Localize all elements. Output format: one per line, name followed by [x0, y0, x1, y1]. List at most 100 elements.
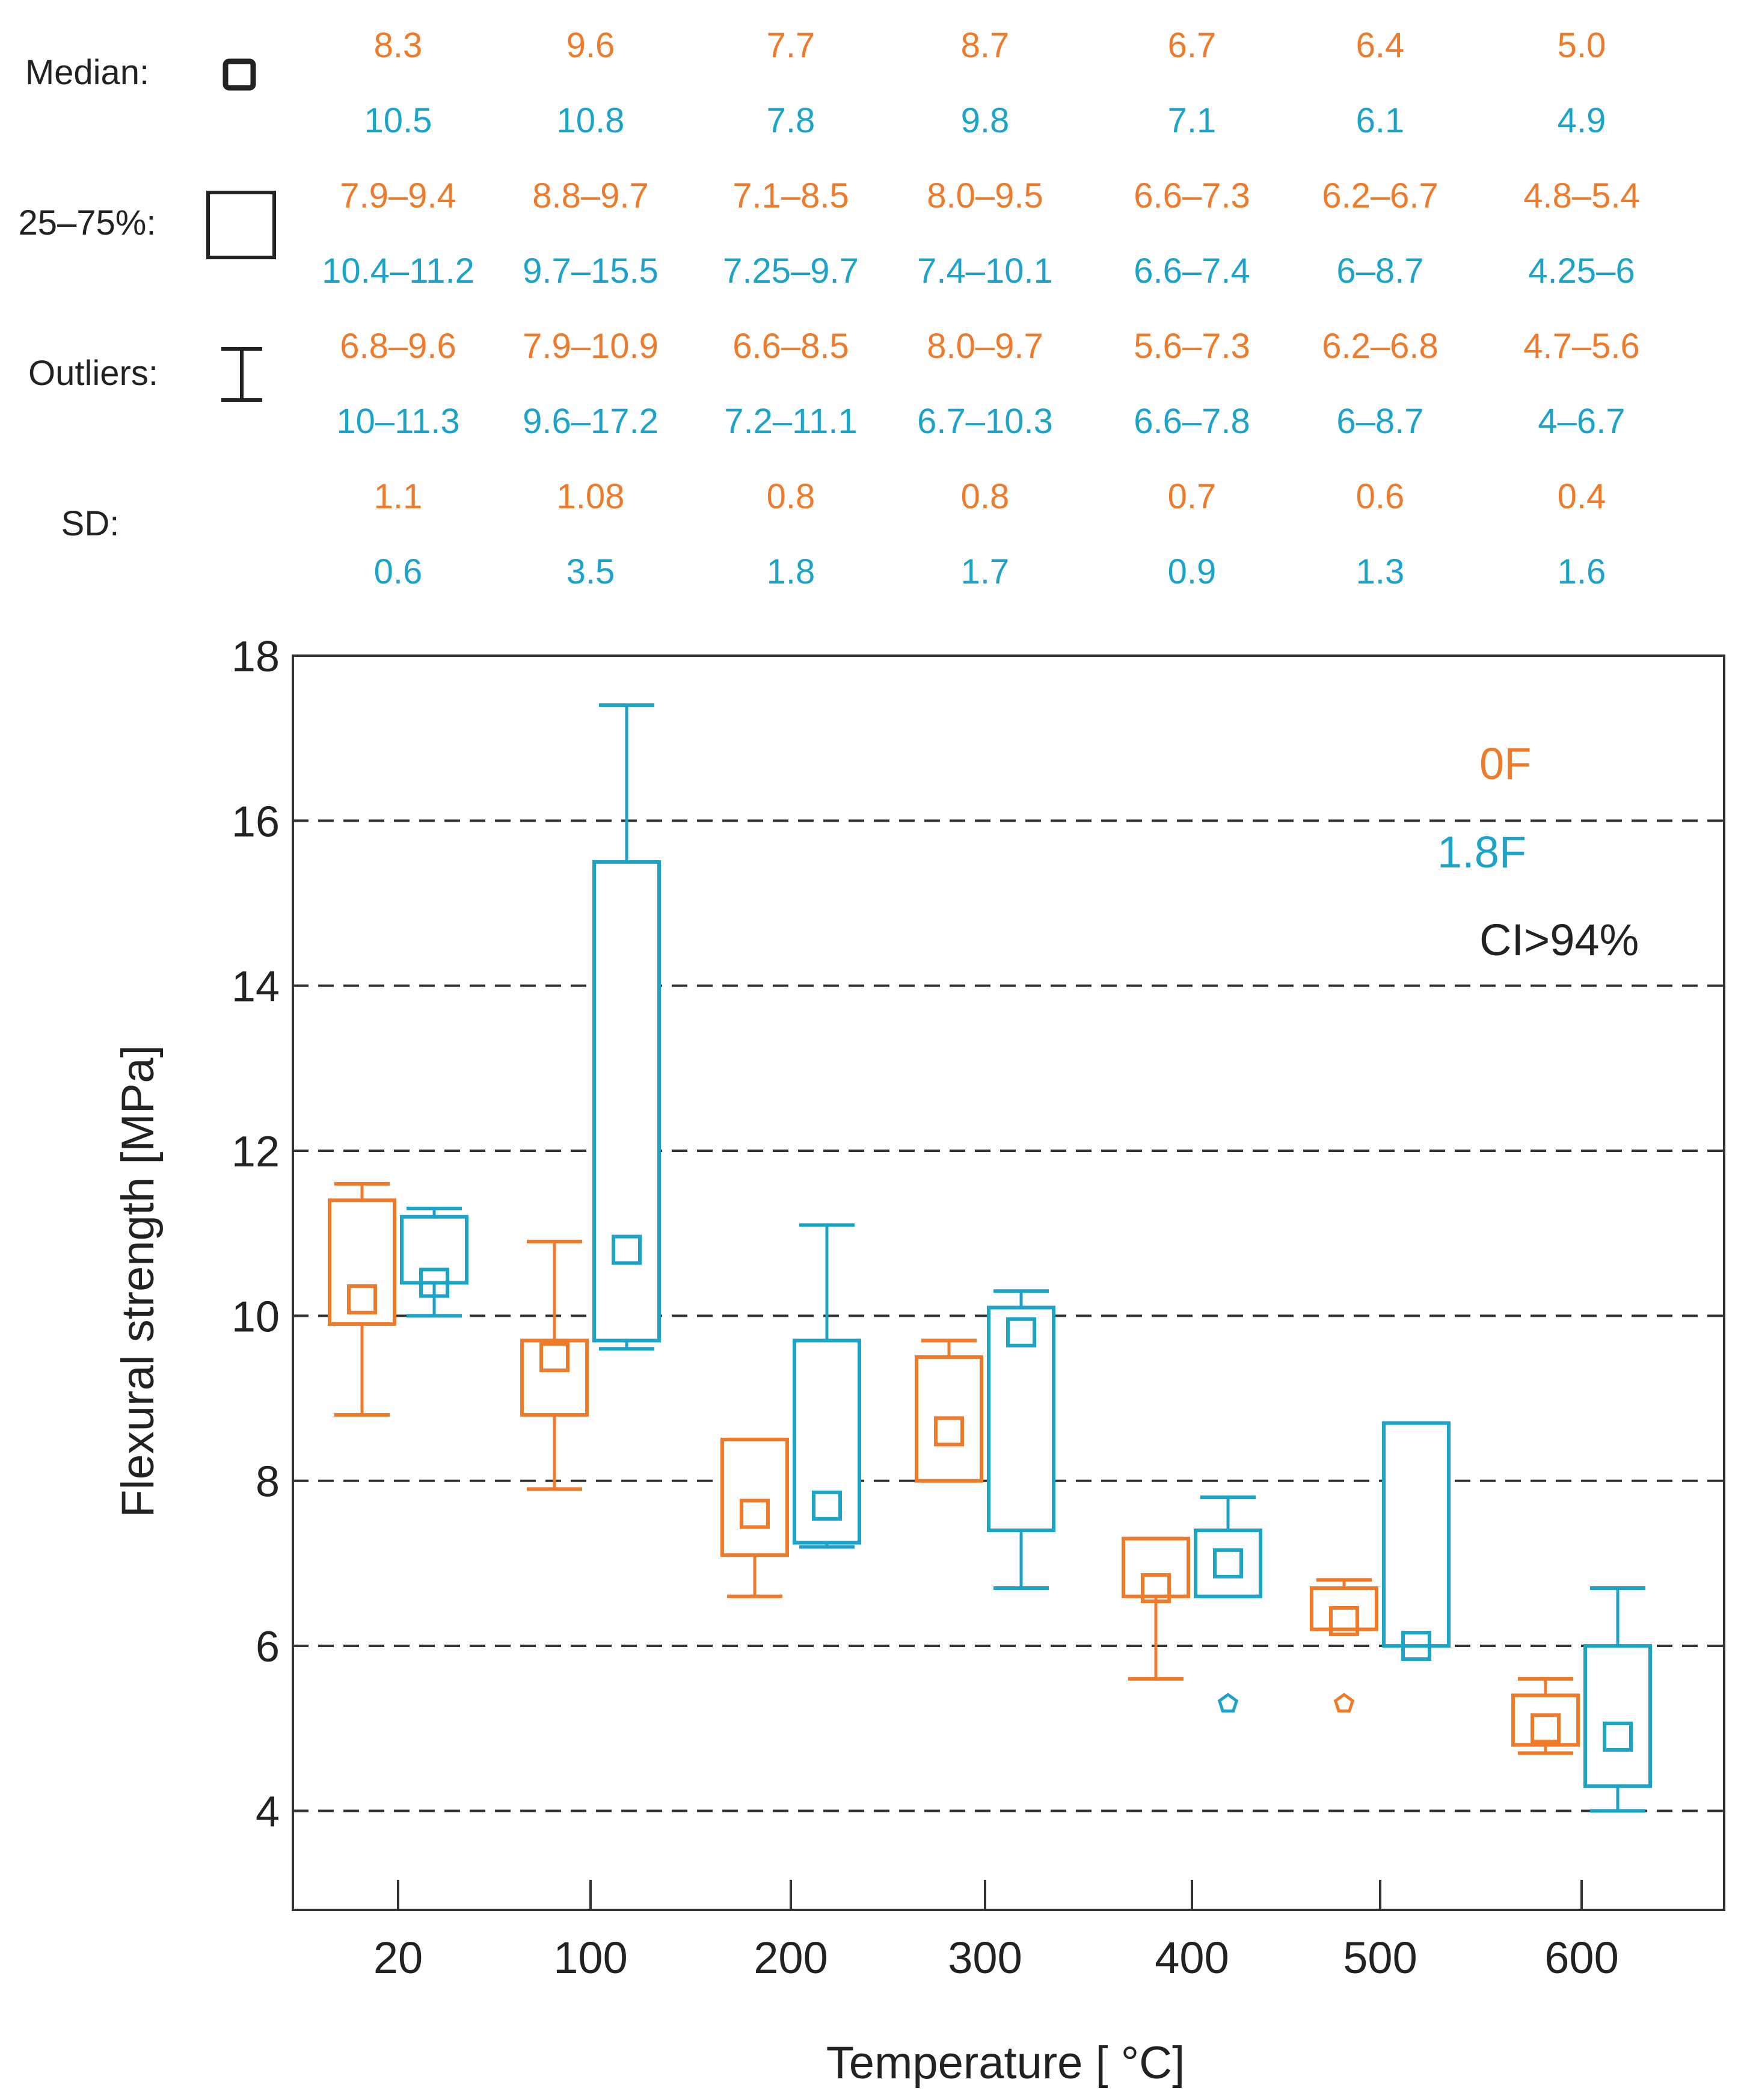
stat-iqr-1-8f-300: 7.4–10.1: [917, 251, 1053, 291]
median-marker-1-8f-600: [1603, 1721, 1633, 1752]
stat-iqr-0f-400: 6.6–7.3: [1134, 176, 1250, 215]
iqr-box-1-8f-100: [592, 860, 661, 1343]
y-tick-label-16: 16: [232, 798, 280, 846]
stat-median-1-8f-300: 9.8: [961, 101, 1010, 140]
x-tick-label-300: 300: [948, 1933, 1022, 1983]
stat-median-0f-100: 9.6: [567, 26, 615, 65]
legend-1-8f: 1.8F: [1437, 827, 1526, 877]
x-tick-label-500: 500: [1343, 1933, 1417, 1983]
stat-sd-0f-20: 1.1: [374, 477, 423, 516]
row-label-iqr: 25–75%:: [19, 203, 156, 242]
iqr-box-0f-200: [720, 1438, 789, 1557]
stat-median-0f-500: 6.4: [1356, 26, 1405, 65]
stat-median-1-8f-500: 6.1: [1356, 101, 1405, 140]
stat-outliers-1-8f-600: 4–6.7: [1538, 402, 1625, 441]
box-1-8f-600: [1583, 1586, 1652, 1813]
stat-sd-1-8f-300: 1.7: [961, 552, 1010, 591]
legend-ci-note: CI>94%: [1479, 915, 1639, 965]
stat-iqr-0f-500: 6.2–6.7: [1322, 176, 1439, 215]
stat-median-1-8f-200: 7.8: [767, 101, 815, 140]
stat-median-0f-200: 7.7: [767, 26, 815, 65]
y-tick-label-14: 14: [232, 963, 280, 1011]
stat-median-0f-600: 5.0: [1558, 26, 1606, 65]
iqr-box-1-8f-500: [1382, 1421, 1451, 1648]
iqr-box-0f-600: [1511, 1693, 1580, 1747]
stat-iqr-0f-300: 8.0–9.5: [927, 176, 1043, 215]
y-tick-label-4: 4: [256, 1788, 280, 1836]
box-0f-300: [915, 1338, 983, 1483]
box-1-8f-400: [1194, 1495, 1262, 1713]
stat-median-1-8f-600: 4.9: [1558, 101, 1606, 140]
stat-sd-1-8f-500: 1.3: [1356, 552, 1405, 591]
stat-outliers-1-8f-200: 7.2–11.1: [724, 402, 857, 441]
stat-outliers-0f-600: 4.7–5.6: [1523, 327, 1640, 366]
box-0f-500: [1310, 1578, 1378, 1713]
median-marker-1-8f-500: [1401, 1631, 1431, 1661]
row-label-median: Median:: [25, 53, 149, 92]
x-tick-label-20: 20: [373, 1933, 423, 1983]
stat-iqr-0f-200: 7.1–8.5: [732, 176, 849, 215]
stat-median-0f-400: 6.7: [1168, 26, 1217, 65]
stat-outliers-0f-200: 6.6–8.5: [732, 327, 849, 366]
stat-median-0f-300: 8.7: [961, 26, 1010, 65]
stat-iqr-0f-100: 8.8–9.7: [532, 176, 649, 215]
stat-median-0f-20: 8.3: [374, 26, 423, 65]
outlier-1-8f-400-0: [1217, 1693, 1239, 1713]
median-marker-1-8f-400: [1213, 1548, 1243, 1578]
box-1-8f-300: [987, 1289, 1055, 1590]
median-marker-0f-20: [347, 1284, 377, 1314]
box-0f-20: [328, 1181, 396, 1417]
stat-outliers-0f-300: 8.0–9.7: [927, 327, 1043, 366]
median-marker-1-8f-300: [1006, 1317, 1036, 1347]
median-marker-0f-500: [1329, 1606, 1359, 1636]
iqr-box-0f-500: [1310, 1586, 1378, 1631]
median-marker-1-8f-20: [419, 1267, 449, 1298]
y-tick-label-6: 6: [256, 1623, 280, 1671]
row-label-outliers: Outliers:: [28, 354, 158, 393]
stat-iqr-1-8f-100: 9.7–15.5: [523, 251, 659, 291]
iqr-box-0f-20: [328, 1198, 396, 1326]
y-tick-label-12: 12: [232, 1128, 280, 1176]
stat-iqr-0f-600: 4.8–5.4: [1523, 176, 1640, 215]
box-1-8f-500: [1382, 1421, 1451, 1661]
stat-outliers-0f-100: 7.9–10.9: [523, 327, 659, 366]
x-tick-label-600: 600: [1544, 1933, 1618, 1983]
median-marker-1-8f-100: [612, 1234, 642, 1265]
box-1-8f-200: [793, 1223, 861, 1549]
iqr-box-0f-400: [1122, 1536, 1190, 1598]
median-marker-0f-200: [740, 1498, 770, 1529]
iqr-box-1-8f-20: [400, 1215, 468, 1285]
median-marker-0f-100: [539, 1341, 570, 1372]
stat-iqr-1-8f-500: 6–8.7: [1336, 251, 1423, 291]
iqr-box-1-8f-600: [1583, 1644, 1652, 1788]
stat-iqr-0f-20: 7.9–9.4: [340, 176, 456, 215]
y-tick-label-18: 18: [232, 633, 280, 681]
stat-iqr-1-8f-20: 10.4–11.2: [322, 251, 474, 291]
whisker-glyph-icon: [221, 347, 262, 402]
stat-outliers-1-8f-100: 9.6–17.2: [523, 402, 659, 441]
median-marker-0f-400: [1141, 1573, 1171, 1604]
stat-outliers-1-8f-20: 10–11.3: [336, 402, 459, 441]
box-0f-400: [1122, 1536, 1190, 1681]
stat-sd-0f-600: 0.4: [1558, 477, 1606, 516]
iqr-box-1-8f-200: [793, 1338, 861, 1545]
x-tick-label-200: 200: [754, 1933, 828, 1983]
stat-sd-1-8f-600: 1.6: [1558, 552, 1606, 591]
outlier-0f-500-0: [1333, 1693, 1355, 1713]
median-glyph-icon: [223, 58, 256, 91]
stat-sd-1-8f-100: 3.5: [567, 552, 615, 591]
stat-sd-0f-400: 0.7: [1168, 477, 1217, 516]
stat-iqr-1-8f-600: 4.25–6: [1528, 251, 1635, 291]
stat-iqr-1-8f-400: 6.6–7.4: [1134, 251, 1250, 291]
x-tick-label-100: 100: [553, 1933, 627, 1983]
x-tick-label-400: 400: [1155, 1933, 1229, 1983]
stat-outliers-0f-400: 5.6–7.3: [1134, 327, 1250, 366]
stat-iqr-1-8f-200: 7.25–9.7: [723, 251, 859, 291]
iqr-box-glyph-icon: [206, 191, 276, 259]
stat-sd-0f-200: 0.8: [767, 477, 815, 516]
y-tick-label-10: 10: [232, 1293, 280, 1341]
box-0f-100: [520, 1239, 589, 1491]
box-1-8f-20: [400, 1207, 468, 1318]
iqr-box-1-8f-300: [987, 1305, 1055, 1533]
